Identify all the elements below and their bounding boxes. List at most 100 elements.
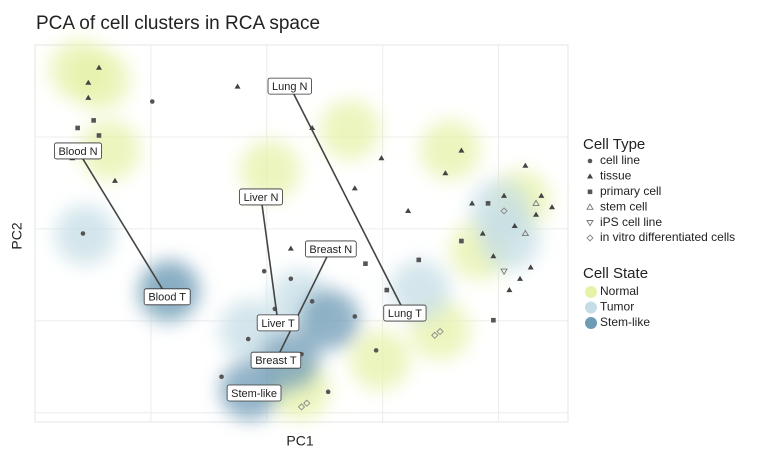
state-blob xyxy=(479,209,540,270)
marker xyxy=(80,231,86,236)
marker xyxy=(485,201,491,206)
marker xyxy=(538,192,545,198)
annotation-box xyxy=(54,142,103,160)
marker xyxy=(431,331,439,339)
annotation: Blood N xyxy=(54,142,103,160)
x-axis-label: PC1 xyxy=(286,433,313,449)
marker xyxy=(85,94,92,100)
annotation-box xyxy=(383,304,427,322)
legend-label: tissue xyxy=(600,169,632,183)
legend-swatch xyxy=(585,301,597,314)
marker xyxy=(469,200,476,206)
annotation: Lung N xyxy=(267,77,312,95)
marker xyxy=(309,299,315,304)
state-blob xyxy=(320,99,381,160)
connector xyxy=(275,248,332,361)
marker xyxy=(459,238,464,244)
marker xyxy=(352,314,358,319)
legend-label: cell line xyxy=(600,153,640,167)
marker xyxy=(586,203,594,210)
connector xyxy=(77,150,168,298)
annotation-text: Blood T xyxy=(148,292,186,304)
marker xyxy=(245,336,251,342)
marker xyxy=(491,317,496,323)
marker xyxy=(234,83,241,89)
marker xyxy=(532,199,540,206)
marker xyxy=(500,207,508,215)
annotation-text: Breast N xyxy=(309,244,352,256)
marker xyxy=(384,287,390,293)
marker xyxy=(95,64,102,70)
annotation: Breast N xyxy=(304,240,357,258)
marker xyxy=(511,222,518,229)
state-blob xyxy=(349,330,410,391)
state-blob xyxy=(70,50,131,111)
annotation-box xyxy=(239,188,283,206)
marker xyxy=(287,245,294,251)
annotation-text: Lung T xyxy=(388,308,422,320)
legend-label: Stem-like xyxy=(600,315,650,329)
state-blob xyxy=(80,120,141,181)
marker xyxy=(521,229,530,237)
marker xyxy=(378,155,385,161)
marker xyxy=(303,399,311,407)
annotation-box xyxy=(250,351,302,369)
marker xyxy=(351,185,358,191)
annotation-text: Breast T xyxy=(255,355,297,367)
marker xyxy=(373,348,379,353)
chart-title: PCA of cell clusters in RCA space xyxy=(36,13,320,34)
legend-label: Normal xyxy=(600,284,639,298)
marker xyxy=(288,276,294,282)
marker xyxy=(91,118,96,123)
annotation: Lung T xyxy=(383,304,427,322)
marker xyxy=(587,158,593,164)
marker xyxy=(96,133,102,138)
state-blob xyxy=(55,205,116,266)
annotation: Stem-like xyxy=(226,384,282,402)
state-blob xyxy=(240,140,301,201)
annotation: Blood T xyxy=(143,288,191,306)
annotation: Liver T xyxy=(256,314,300,332)
annotation-box xyxy=(304,240,357,258)
marker xyxy=(586,220,594,227)
annotation-text: Blood N xyxy=(58,146,97,158)
legend-title: Cell Type xyxy=(583,136,645,153)
marker xyxy=(363,261,368,266)
marker xyxy=(416,257,422,263)
state-blob xyxy=(420,120,481,181)
annotation-text: Liver N xyxy=(244,192,279,204)
marker xyxy=(506,287,513,293)
y-axis-label: PC2 xyxy=(9,222,25,249)
marker xyxy=(219,374,224,380)
state-blob xyxy=(299,289,360,350)
marker xyxy=(111,177,118,183)
marker xyxy=(501,192,508,198)
legend-swatch xyxy=(585,286,597,298)
marker xyxy=(325,389,331,395)
legend-title: Cell State xyxy=(583,265,648,282)
annotation-text: Lung N xyxy=(272,81,308,93)
marker xyxy=(500,268,508,276)
marker xyxy=(149,99,155,104)
marker xyxy=(586,234,594,242)
connector xyxy=(289,85,406,314)
marker xyxy=(533,211,540,217)
annotation-box xyxy=(226,384,282,402)
marker xyxy=(527,264,534,270)
marker xyxy=(549,204,556,210)
annotation-text: Stem-like xyxy=(231,388,277,400)
marker xyxy=(490,253,497,259)
annotation-text: Liver T xyxy=(261,318,295,330)
marker xyxy=(405,207,412,213)
marker xyxy=(458,147,465,153)
marker xyxy=(587,189,593,195)
annotation: Breast T xyxy=(250,351,302,369)
marker xyxy=(587,173,593,179)
legend-label: in vitro differentiated cells xyxy=(600,230,735,244)
marker xyxy=(522,162,529,168)
annotation-box xyxy=(256,314,300,332)
marker xyxy=(75,125,80,131)
annotation-box xyxy=(143,288,191,306)
legend-label: iPS cell line xyxy=(600,215,662,229)
